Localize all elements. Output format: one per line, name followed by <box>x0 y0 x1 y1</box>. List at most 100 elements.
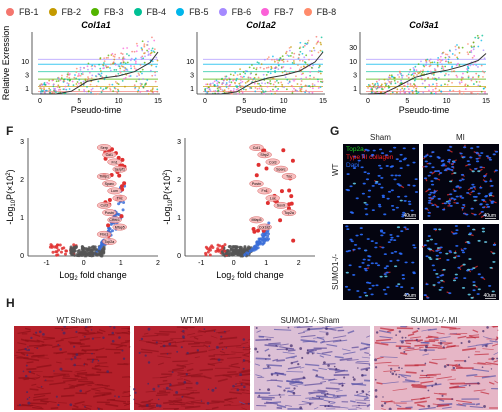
data-point <box>480 64 483 67</box>
tissue-fiber <box>81 404 92 407</box>
nucleus <box>478 154 482 157</box>
if-tile: 40um <box>421 224 499 300</box>
nucleus <box>385 265 389 268</box>
y-axis-label: -Log10P(×102) <box>162 169 174 224</box>
data-point <box>43 86 45 89</box>
data-point <box>290 46 292 48</box>
cell-nucleus <box>158 404 162 408</box>
tissue-fiber <box>326 343 338 347</box>
data-point <box>439 55 442 58</box>
data-point <box>319 49 322 52</box>
data-point <box>110 63 112 66</box>
volcano-point <box>117 202 121 206</box>
nucleus <box>384 275 388 278</box>
data-point <box>304 84 307 87</box>
tissue-fiber <box>14 354 24 358</box>
data-point <box>477 76 480 78</box>
nucleus <box>352 274 356 276</box>
volcano-point <box>249 249 253 253</box>
tissue-fiber <box>61 370 73 373</box>
data-point <box>402 89 405 92</box>
nucleus <box>433 228 437 231</box>
nucleus <box>480 210 484 213</box>
data-point <box>53 87 55 90</box>
nucleus <box>380 177 384 179</box>
nucleus <box>479 203 483 206</box>
data-point <box>299 41 302 44</box>
data-point <box>137 89 140 92</box>
data-point <box>285 88 288 91</box>
nucleus <box>384 293 388 295</box>
data-point <box>66 82 69 85</box>
data-point <box>87 76 89 78</box>
gene-label: Postn <box>252 182 261 186</box>
cell-nucleus <box>240 383 243 386</box>
tissue-fiber <box>255 357 271 360</box>
nucleus <box>396 195 401 198</box>
cell-nucleus <box>299 347 303 350</box>
data-point <box>378 78 381 81</box>
nucleus <box>381 246 385 249</box>
tissue-fiber <box>440 326 457 330</box>
if-background <box>423 224 499 300</box>
gene-label: Col3 <box>269 160 276 164</box>
cell-nucleus <box>155 341 158 344</box>
data-point <box>321 50 324 53</box>
significant-point <box>278 218 283 223</box>
tissue-fiber <box>26 367 37 371</box>
data-point <box>385 82 388 85</box>
nucleus <box>441 274 445 276</box>
nucleus <box>467 268 471 271</box>
tissue-fiber <box>462 347 477 352</box>
xlabel-log: Log <box>59 270 74 280</box>
cell-nucleus <box>395 334 398 337</box>
data-point <box>39 85 42 88</box>
y-tick-label: 3 <box>353 72 357 79</box>
tissue-fiber <box>355 362 371 365</box>
nucleus <box>469 156 473 159</box>
nucleus <box>467 293 471 296</box>
data-point <box>470 91 473 94</box>
data-point <box>238 82 241 85</box>
cell-nucleus <box>339 339 342 342</box>
nucleus <box>371 284 375 287</box>
data-point <box>398 76 401 78</box>
tissue-fiber <box>270 379 283 382</box>
data-point <box>228 81 231 83</box>
data-point <box>288 49 291 52</box>
tissue-fiber <box>303 330 308 332</box>
tissue-fiber <box>380 400 395 403</box>
tissue-fiber <box>173 408 179 410</box>
data-point <box>105 86 107 89</box>
cell-nucleus <box>425 374 428 377</box>
cell-nucleus <box>333 365 336 368</box>
nucleus <box>466 192 470 194</box>
tissue-fiber <box>456 400 472 404</box>
nucleus <box>377 203 382 206</box>
data-point <box>300 83 302 86</box>
data-point <box>259 66 262 69</box>
data-point <box>88 71 91 74</box>
data-point <box>134 87 136 90</box>
volcano-point <box>99 245 103 249</box>
cell-nucleus <box>255 327 258 329</box>
data-point <box>437 57 440 59</box>
tissue-fiber <box>298 331 305 334</box>
data-point <box>66 75 69 78</box>
data-point <box>82 80 85 83</box>
data-point <box>86 85 88 88</box>
nucleus <box>494 150 499 153</box>
legend-label: FB-5 <box>189 7 209 17</box>
y-tick-label: 1 <box>190 86 194 93</box>
nucleus <box>429 155 433 158</box>
nucleus <box>362 258 366 261</box>
data-point <box>124 76 127 79</box>
cell-nucleus <box>83 335 86 338</box>
cell-nucleus <box>79 389 83 393</box>
tissue-fiber <box>411 383 427 388</box>
cell-nucleus <box>182 329 185 333</box>
volcano-point <box>267 221 271 225</box>
tissue-fiber <box>323 399 336 404</box>
nucleus <box>368 282 372 284</box>
data-point <box>293 87 295 90</box>
